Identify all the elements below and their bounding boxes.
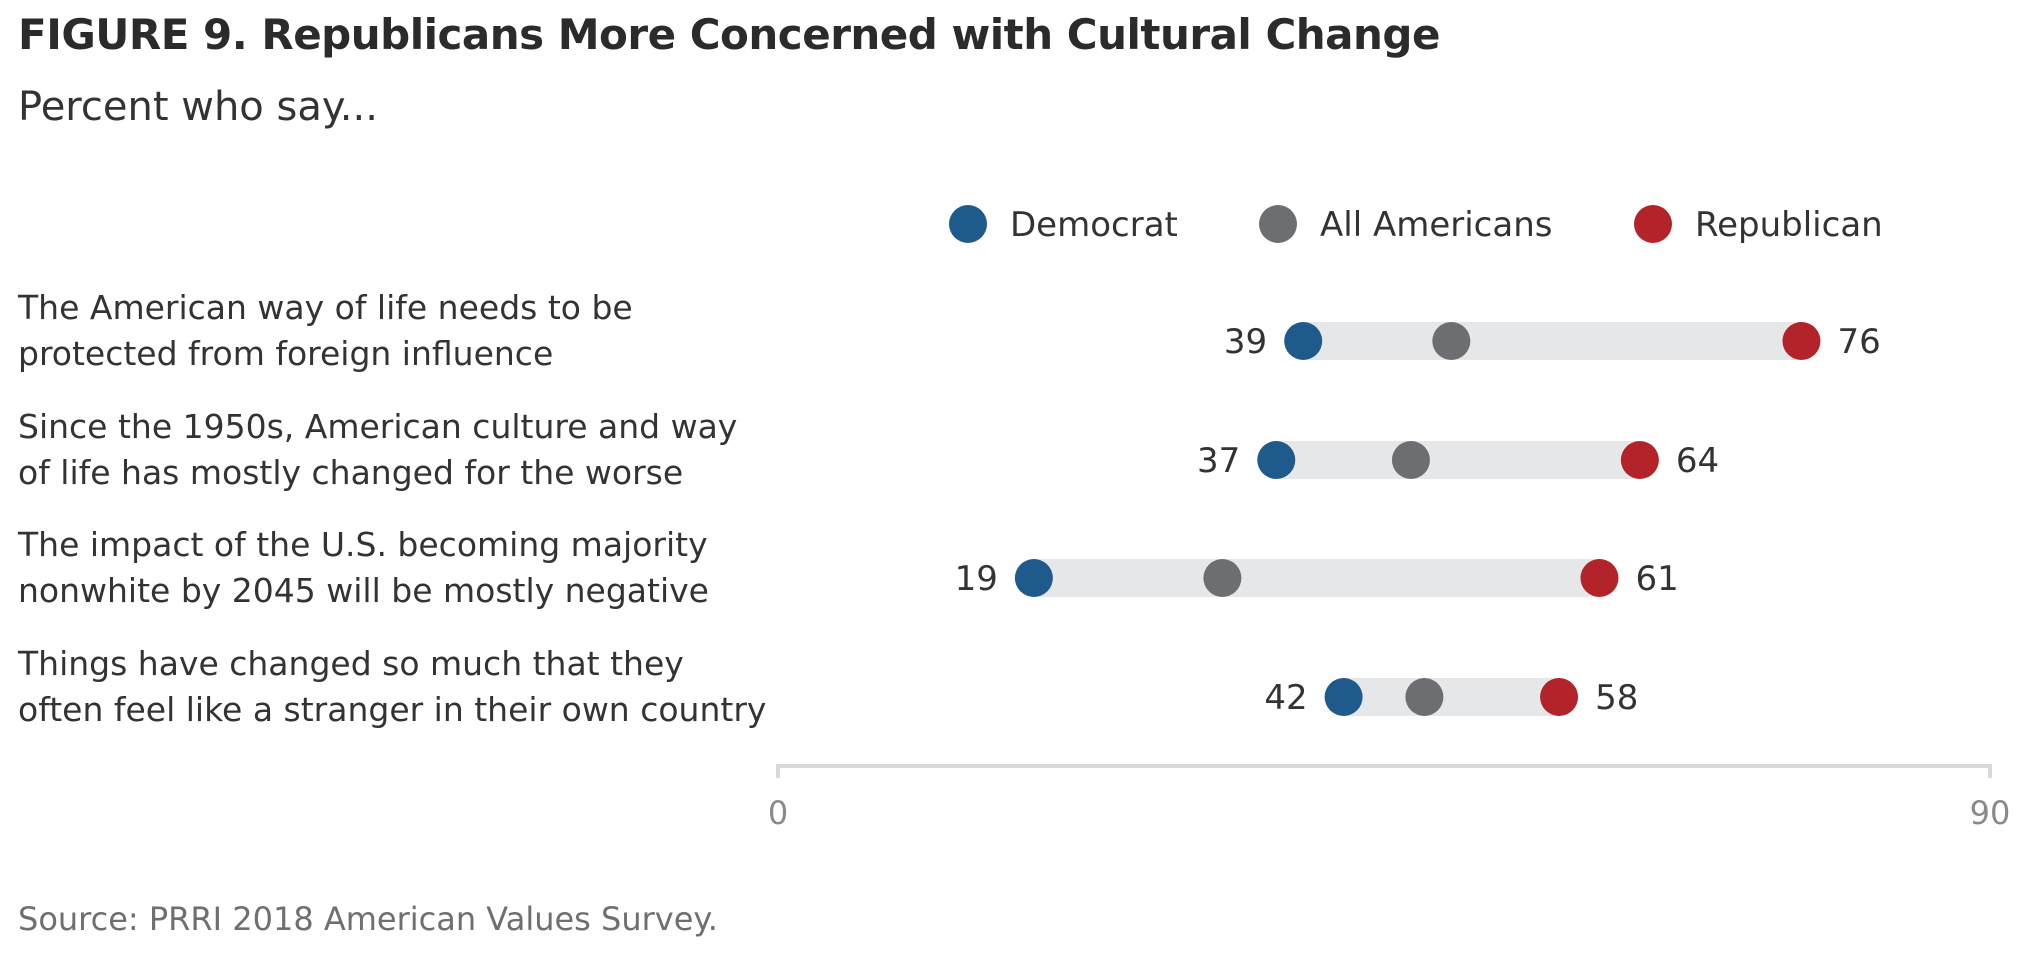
value-label-democrat-3: 19 [955, 559, 998, 599]
value-label-democrat-4: 42 [1264, 678, 1307, 718]
range-bar-4 [1343, 678, 1560, 716]
row-label-1-line-1: The American way of life needs to be [17, 288, 633, 327]
dot-democrat-2 [1257, 441, 1296, 479]
dot-republican-1 [1782, 322, 1821, 360]
source-note: Source: PRRI 2018 American Values Survey… [18, 900, 718, 938]
legend-label-all-americans: All Americans [1320, 205, 1552, 245]
dot-republican-2 [1620, 441, 1659, 479]
row-label-2-line-2: of life has mostly changed for the worse [18, 453, 683, 492]
value-label-republican-3: 61 [1635, 559, 1678, 599]
value-label-republican-4: 58 [1595, 678, 1638, 718]
row-label-3-line-2: nonwhite by 2045 will be mostly negative [18, 571, 709, 610]
range-bar-1 [1303, 322, 1802, 360]
dot-democrat-3 [1014, 559, 1053, 597]
legend-marker-all-americans [1259, 205, 1297, 243]
legend-marker-democrat [949, 205, 987, 243]
row-label-1-line-2: protected from foreign influence [18, 334, 553, 373]
dot-republican-3 [1580, 559, 1619, 597]
value-label-republican-2: 64 [1676, 441, 1719, 481]
x-tick-label-90: 90 [1970, 794, 2011, 832]
value-label-democrat-1: 39 [1224, 322, 1267, 362]
dot-democrat-1 [1284, 322, 1323, 360]
dot-all-americans-1 [1432, 322, 1471, 360]
dot-all-americans-4 [1405, 678, 1444, 716]
value-label-republican-1: 76 [1837, 322, 1880, 362]
row-label-4-line-2: often feel like a stranger in their own … [18, 690, 766, 729]
row-label-2-line-1: Since the 1950s, American culture and wa… [18, 407, 737, 446]
value-label-democrat-2: 37 [1197, 441, 1240, 481]
dot-democrat-4 [1324, 678, 1363, 716]
dot-all-americans-3 [1203, 559, 1242, 597]
legend-marker-republican [1634, 205, 1672, 243]
dot-all-americans-2 [1391, 441, 1430, 479]
x-tick-label-0: 0 [768, 794, 788, 832]
range-bar-3 [1033, 559, 1600, 597]
legend-label-republican: Republican [1695, 205, 1883, 245]
dot-republican-4 [1540, 678, 1579, 716]
range-bar-2 [1276, 441, 1640, 479]
chart-subtitle: Percent who say... [18, 84, 378, 130]
legend-label-democrat: Democrat [1010, 205, 1178, 245]
row-label-3-line-1: The impact of the U.S. becoming majority [17, 525, 708, 564]
chart-title: FIGURE 9. Republicans More Concerned wit… [18, 10, 1440, 59]
row-label-4-line-1: Things have changed so much that they [17, 644, 684, 683]
